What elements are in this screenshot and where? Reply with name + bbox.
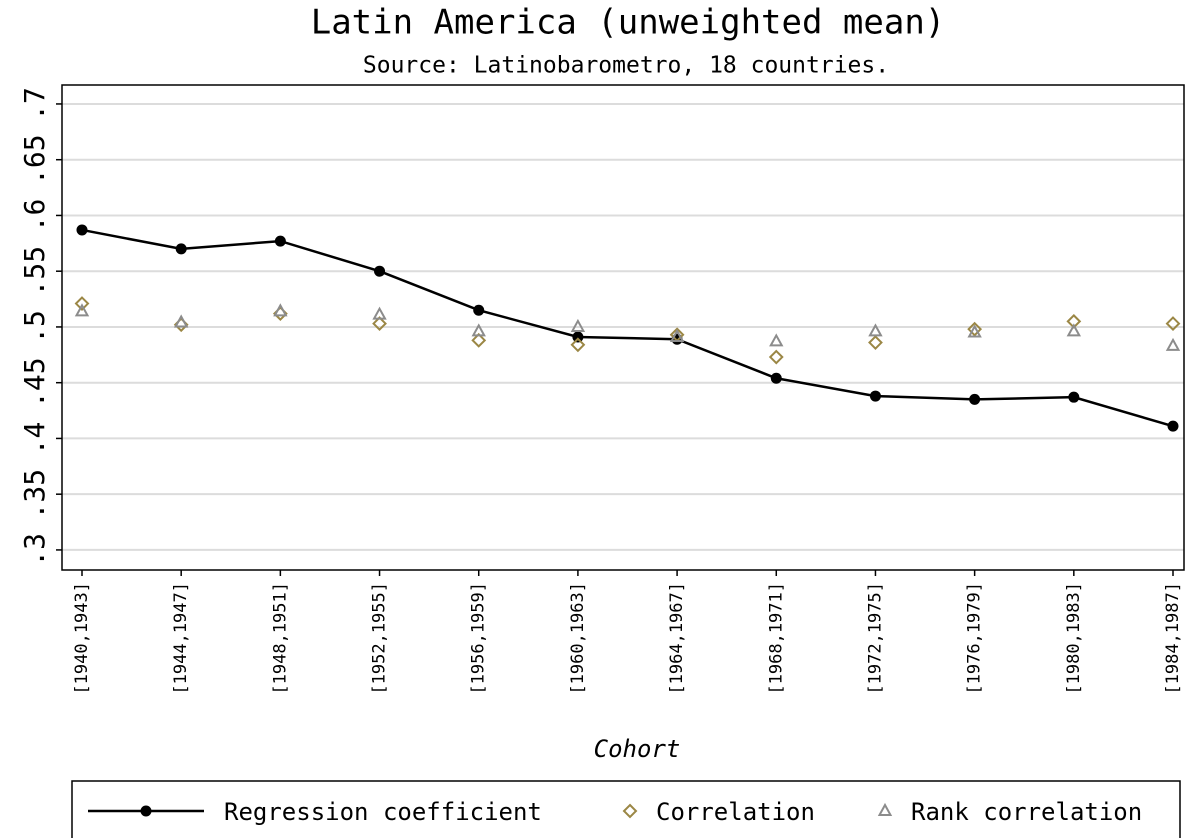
legend-marker xyxy=(877,802,893,816)
x-tick-label: [1948,1951] xyxy=(270,582,290,695)
y-tick-label: .7 xyxy=(18,87,51,121)
chart-title: Latin America (unweighted mean) xyxy=(311,3,946,43)
y-tick-label: .5 xyxy=(18,310,51,344)
y-tick-label: .4 xyxy=(18,422,51,456)
data-point xyxy=(770,372,782,384)
data-point xyxy=(473,304,485,316)
data-point xyxy=(372,316,387,332)
data-point xyxy=(869,390,881,402)
data-point xyxy=(372,306,387,320)
data-point xyxy=(175,243,187,255)
y-tick-label: .65 xyxy=(18,134,51,185)
x-tick-label: [1980,1983] xyxy=(1064,582,1084,695)
chart-subtitle: Source: Latinobarometro, 18 countries. xyxy=(363,53,889,79)
data-point xyxy=(471,323,486,337)
x-tick-label: [1984,1987] xyxy=(1163,582,1183,695)
x-tick-label: [1968,1971] xyxy=(766,582,786,695)
data-point xyxy=(969,393,981,405)
data-point xyxy=(572,331,584,343)
series-line xyxy=(81,228,1174,428)
data-point xyxy=(76,224,88,236)
legend-marker xyxy=(622,803,638,819)
data-point xyxy=(1165,337,1181,351)
data-point xyxy=(1068,391,1080,403)
data-point xyxy=(471,332,487,348)
y-tick-label: .6 xyxy=(18,199,51,233)
x-tick-label: [1940,1943] xyxy=(72,582,92,695)
y-tick-label: .3 xyxy=(18,533,51,567)
data-point xyxy=(570,337,586,353)
legend-label: Correlation xyxy=(656,798,815,826)
data-point xyxy=(868,335,883,350)
data-point xyxy=(769,333,784,347)
data-point xyxy=(74,303,90,317)
data-point xyxy=(868,323,883,337)
legend-label: Regression coefficient xyxy=(224,798,542,826)
x-tick-label: [1964,1967] xyxy=(667,582,687,695)
x-tick-label: [1956,1959] xyxy=(469,582,489,695)
data-point xyxy=(74,296,90,311)
x-tick-label: [1944,1947] xyxy=(171,582,191,695)
x-tick-label: [1960,1963] xyxy=(568,582,588,695)
data-point xyxy=(669,328,685,342)
data-point xyxy=(1066,323,1082,337)
data-point xyxy=(173,314,189,328)
data-point xyxy=(768,349,784,365)
data-point xyxy=(570,318,586,332)
plot-frame xyxy=(61,84,1185,571)
x-axis-label: Cohort xyxy=(594,735,681,763)
data-point xyxy=(967,321,983,337)
legend-marker xyxy=(140,805,152,817)
legend-label: Rank correlation xyxy=(911,798,1142,826)
y-tick-label: .55 xyxy=(18,246,51,297)
data-point xyxy=(967,324,982,338)
data-point xyxy=(274,235,286,247)
x-tick-label: [1952,1955] xyxy=(370,582,390,695)
legend-box xyxy=(71,780,1181,838)
data-point xyxy=(1167,420,1179,432)
y-tick-label: .35 xyxy=(18,469,51,520)
x-tick-label: [1972,1975] xyxy=(865,582,885,695)
data-point xyxy=(1165,316,1181,332)
y-tick-label: .45 xyxy=(18,357,51,408)
data-point xyxy=(273,303,288,317)
x-tick-label: [1976,1979] xyxy=(965,582,985,695)
data-point xyxy=(374,265,386,277)
